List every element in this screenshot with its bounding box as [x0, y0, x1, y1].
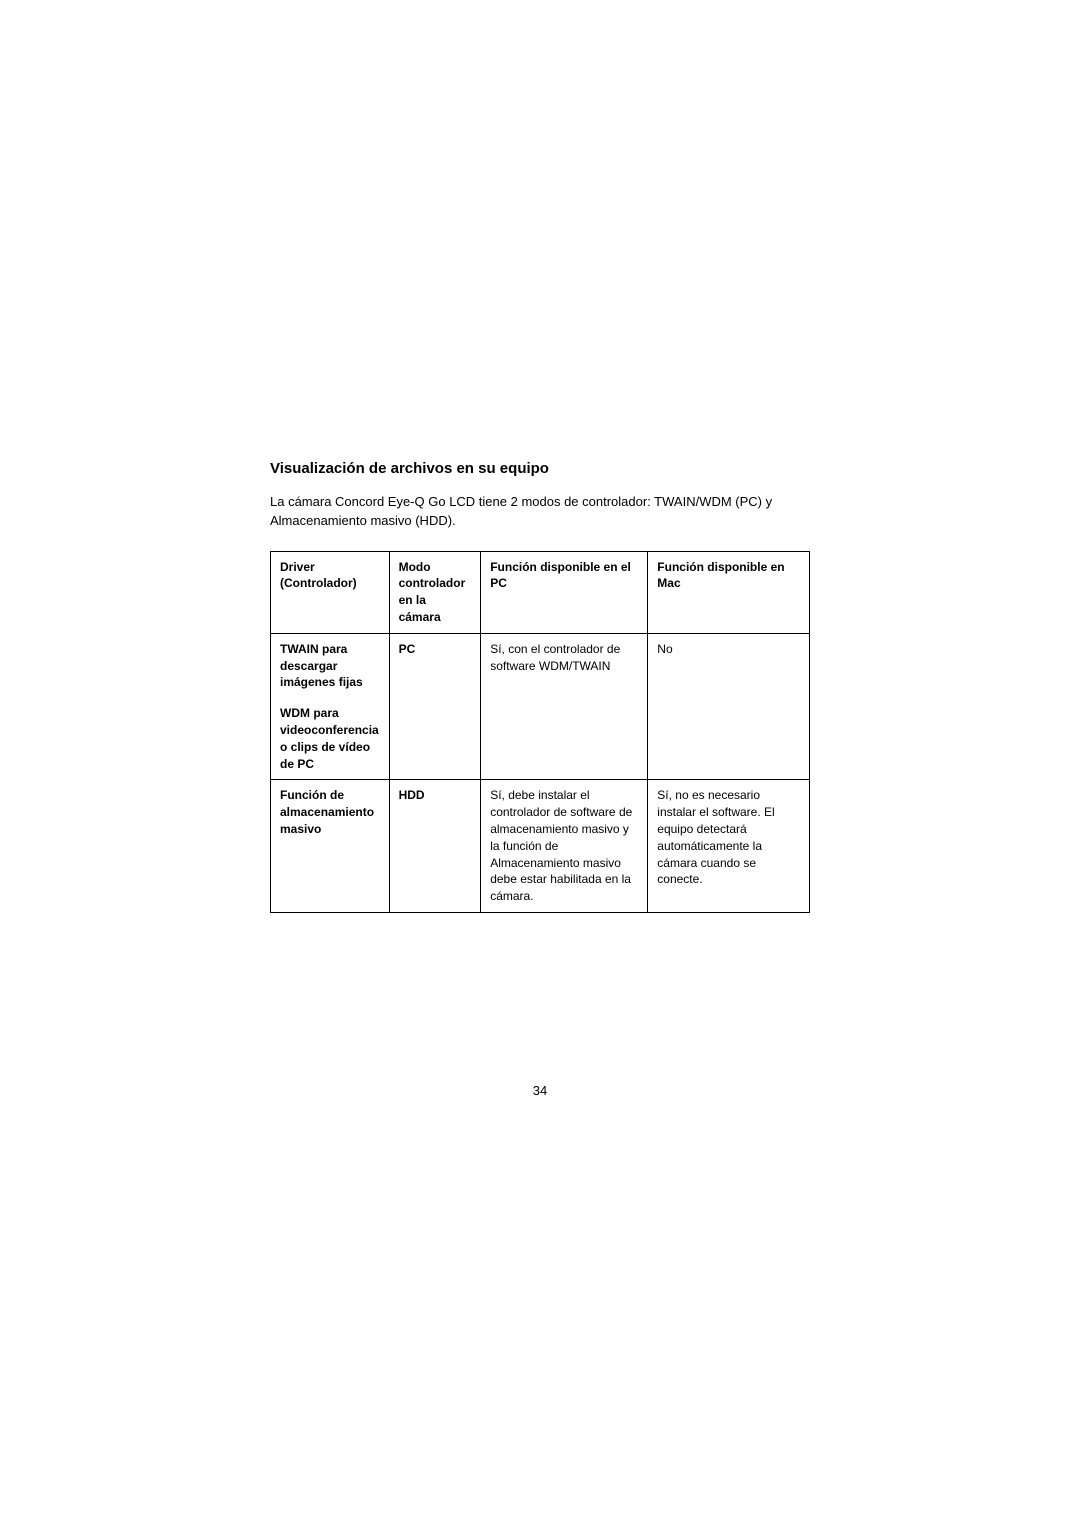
header-mac: Función disponible en Mac — [648, 551, 810, 633]
driver-wdm-label: WDM para videoconferencia o clips de víd… — [280, 705, 380, 772]
driver-table: Driver (Controlador) Modo controlador en… — [270, 551, 810, 913]
table-header-row: Driver (Controlador) Modo controlador en… — [271, 551, 810, 633]
header-mode: Modo controlador en la cámara — [389, 551, 481, 633]
table-row: Función de almacenamiento masivo HDD Sí,… — [271, 780, 810, 913]
driver-twain-label: TWAIN para descargar imágenes fijas — [280, 641, 380, 691]
cell-mac: Sí, no es necesario instalar el software… — [648, 780, 810, 913]
header-pc: Función disponible en el PC — [481, 551, 648, 633]
section-heading: Visualización de archivos en su equipo — [270, 460, 810, 477]
page-number: 34 — [0, 1083, 1080, 1098]
cell-mode: HDD — [389, 780, 481, 913]
cell-driver: TWAIN para descargar imágenes fijas WDM … — [271, 633, 390, 780]
cell-pc: Sí, debe instalar el controlador de soft… — [481, 780, 648, 913]
intro-paragraph: La cámara Concord Eye-Q Go LCD tiene 2 m… — [270, 493, 810, 531]
cell-mac: No — [648, 633, 810, 780]
cell-mode: PC — [389, 633, 481, 780]
document-page: Visualización de archivos en su equipo L… — [0, 0, 1080, 1528]
header-driver: Driver (Controlador) — [271, 551, 390, 633]
table-row: TWAIN para descargar imágenes fijas WDM … — [271, 633, 810, 780]
cell-driver: Función de almacenamiento masivo — [271, 780, 390, 913]
cell-pc: Sí, con el controlador de software WDM/T… — [481, 633, 648, 780]
